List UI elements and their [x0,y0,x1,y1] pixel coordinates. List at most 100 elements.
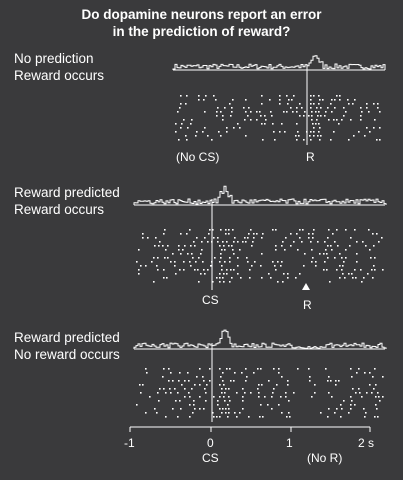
panel-1-spike [233,127,235,129]
panel-1-spike [293,95,295,97]
panel-1-spike [339,95,341,97]
panel-1-spike [317,135,319,137]
panel-1-spike [318,111,320,113]
panel-3-spike [378,396,380,398]
panel-3-spike [154,408,156,410]
panel-3-spike [258,396,260,398]
panel-2-spike [341,269,343,271]
panel-2-spike [349,245,351,247]
panel-3-spike [222,408,224,410]
panel-3-spike [179,400,181,402]
panel-2-spike [352,277,354,279]
panel-2-spike [207,269,209,271]
panel-2-spike [299,229,301,231]
panel-3-spike [287,380,289,382]
panel-3-spike [331,396,333,398]
panel-1-spike [281,123,283,125]
panel-3-spike [382,396,384,398]
panel-2-spike [326,253,328,255]
panel-3-spike [350,368,352,370]
panel-2-spike [198,257,200,259]
panel-3-spike [203,380,205,382]
panel-3-spike [221,392,223,394]
panel-1-spike [202,131,204,133]
panel-3-spike [224,392,226,394]
panel-2-spike [153,281,155,283]
panel-3-spike [350,404,352,406]
panel-1-spike [325,111,327,113]
panel-1-spike [180,127,182,129]
panel-3-spike [222,380,224,382]
panel-3-spike [217,400,219,402]
panel-1-spike [218,131,220,133]
panel-1-spike [345,111,347,113]
panel-3-spike [236,392,238,394]
panel-3-spike [364,372,366,374]
panel-2-spike [341,257,343,259]
panel-1-spike [232,99,234,101]
panel-2-spike [293,241,295,243]
panel-2-spike [180,233,182,235]
panel-1-spike [354,99,356,101]
panel-2-spike [261,237,263,239]
panel-3-spike [213,416,215,418]
panel-3-spike [350,396,352,398]
panel-3-spike [230,380,232,382]
panel-1-spike [322,99,324,101]
panel-1-spike [185,103,187,105]
panel-3-spike [352,388,354,390]
panel-2-spike [225,229,227,231]
panel-1-spike [327,107,329,109]
panel-1-spike [313,95,315,97]
panel-2-spike [211,261,213,263]
panel-2-spike [356,261,358,263]
panel-3-spike [374,368,376,370]
panel-2-cs-label: CS [202,293,219,307]
panel-3-spike [239,412,241,414]
panel-3-spike [221,388,223,390]
panel-2-spike [311,249,313,251]
panel-3-spike [162,376,164,378]
panel-2-spike [365,245,367,247]
panel-1-spike [244,119,246,121]
panel-3-spike [309,376,311,378]
panel-1-spike [377,103,379,105]
panel-1-spike [187,127,189,129]
panel-1-spike [243,107,245,109]
panel-2-spike [212,281,214,283]
panel-2-spike [284,249,286,251]
panel-2-spike [222,241,224,243]
panel-1-spike [309,135,311,137]
panel-3-spike [222,372,224,374]
panel-3-spike [168,368,170,370]
panel-3-spike [288,412,290,414]
panel-1-spike [248,107,250,109]
panel-1-spike [186,139,188,141]
panel-1-spike [222,119,224,121]
panel-1-spike [328,119,330,121]
panel-3-spike [205,392,207,394]
panel-2-spike [190,265,192,267]
panel-3-spike [371,392,373,394]
panel-2-label: Reward predicted Reward occurs [14,184,120,218]
panel-2-spike [201,241,203,243]
panel-2-spike [237,257,239,259]
panel-1-spike [313,131,315,133]
panel-3-spike [226,368,228,370]
panel-2-spike [226,269,228,271]
panel-1-spike [239,127,241,129]
panel-2-spike [343,261,345,263]
panel-3-spike [355,392,357,394]
panel-1-spike [310,103,312,105]
panel-1-spike [373,127,375,129]
panel-3-spike [168,380,170,382]
panel-3-spike [175,400,177,402]
panel-1-spike [226,131,228,133]
panel-1-spike [264,115,266,117]
panel-3-spike [192,412,194,414]
panel-1-spike [360,107,362,109]
panel-2-spike [231,245,233,247]
panel-3-spike [145,412,147,414]
axis-tick-label-2s: 2 s [358,436,375,450]
panel-3-spike [157,392,159,394]
